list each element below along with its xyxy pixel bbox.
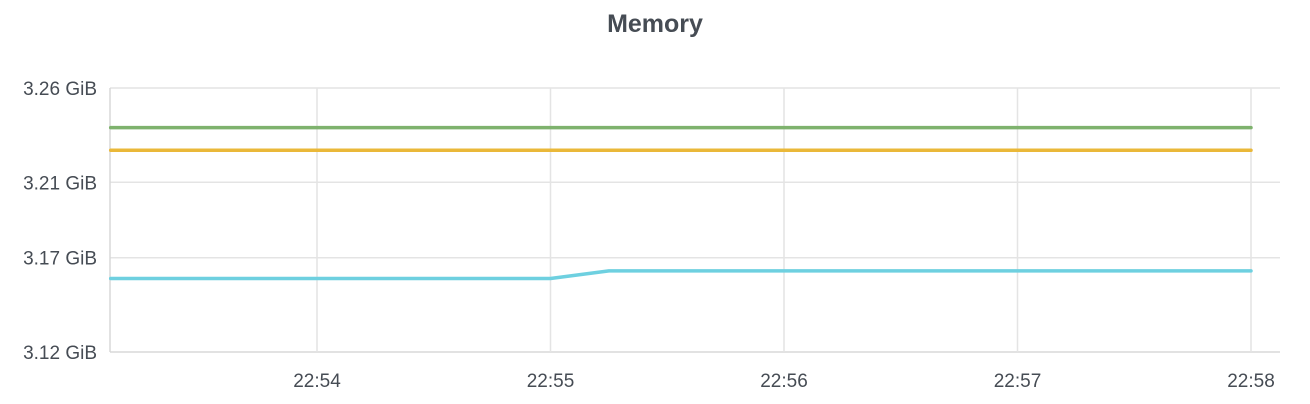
y-axis-ticks: 3.12 GiB 3.17 GiB 3.21 GiB 3.26 GiB [23, 79, 97, 364]
panel-title[interactable]: Memory [607, 10, 703, 38]
x-tick-label: 22:55 [527, 371, 575, 392]
x-tick-label: 22:56 [760, 371, 808, 392]
series-layer [108, 125, 1253, 281]
y-tick-label: 3.26 GiB [23, 79, 97, 100]
y-tick-label: 3.12 GiB [23, 343, 97, 364]
x-axis-ticks: 22:54 22:55 22:56 22:57 22:58 [293, 371, 1275, 392]
y-tick-label: 3.21 GiB [23, 173, 97, 194]
x-tick-label: 22:54 [293, 371, 341, 392]
x-tick-label: 22:57 [994, 371, 1042, 392]
grid-layer [109, 87, 1280, 353]
y-tick-label: 3.17 GiB [23, 249, 97, 270]
x-tick-label: 22:58 [1227, 371, 1275, 392]
series-line-3[interactable] [108, 269, 1253, 281]
